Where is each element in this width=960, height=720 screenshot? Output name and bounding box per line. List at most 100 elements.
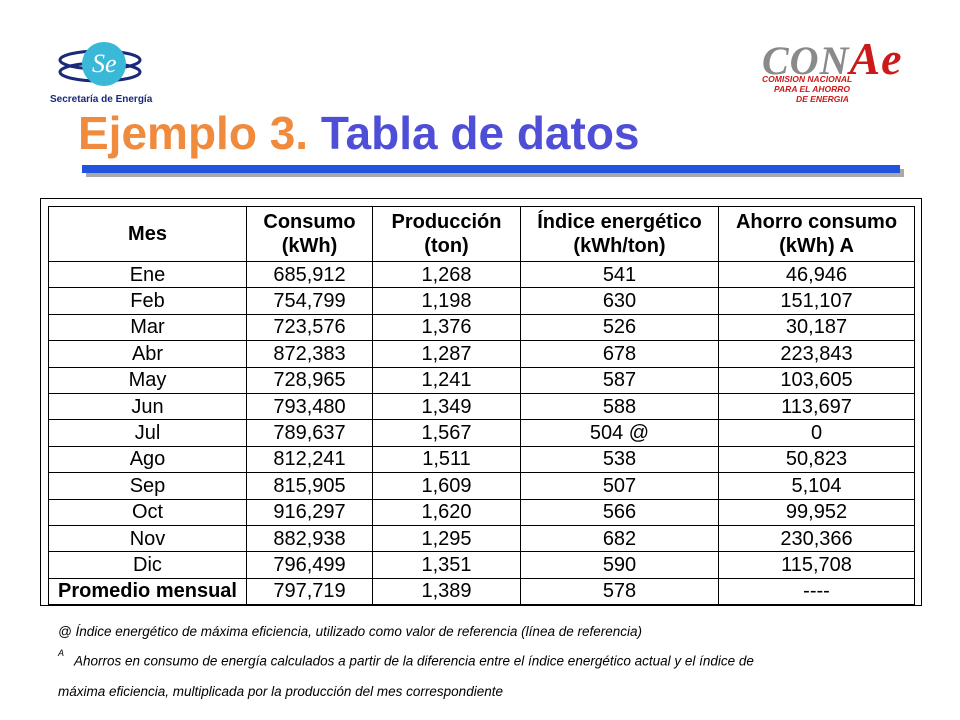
data-table: Mes Consumo (kWh) Producción (ton) Índice … — [48, 206, 915, 606]
cell-mes: Sep — [48, 472, 247, 500]
cell-ahorro: 99,952 — [718, 498, 915, 526]
cell-produccion: 1,268 — [372, 260, 521, 289]
table-row: Ago 812,241 1,511 538 50,823 — [48, 445, 915, 474]
cell-consumo: 882,938 — [246, 524, 373, 553]
svg-text:Se: Se — [92, 49, 117, 78]
table-row: Ene 685,912 1,268 541 46,946 — [48, 260, 915, 289]
cell-indice: 538 — [520, 445, 719, 474]
cell-consumo: 723,576 — [246, 313, 373, 342]
cell-consumo: 728,965 — [246, 366, 373, 394]
table-row: Abr 872,383 1,287 678 223,843 — [48, 340, 915, 368]
header-indice: Índice energético (kWh/ton) — [520, 206, 719, 262]
sener-logo-icon: Se — [58, 42, 142, 86]
cell-ahorro: 103,605 — [718, 366, 915, 394]
cell-consumo: 815,905 — [246, 472, 373, 500]
cell-mes: May — [48, 366, 247, 394]
cell-consumo: 812,241 — [246, 445, 373, 474]
conae-logo-icon: CONAe — [762, 32, 903, 85]
cell-mes: Jul — [48, 419, 247, 447]
table-summary-row: Promedio mensual 797,719 1,389 578 ---- — [48, 577, 915, 606]
cell-indice: 587 — [520, 366, 719, 394]
cell-indice: 682 — [520, 524, 719, 553]
cell-produccion: 1,351 — [372, 551, 521, 579]
cell-indice: 630 — [520, 287, 719, 315]
cell-ahorro: 115,708 — [718, 551, 915, 579]
cell-produccion: 1,511 — [372, 445, 521, 474]
conae-sub-line1: COMISION NACIONAL — [762, 74, 853, 84]
table-row: Nov 882,938 1,295 682 230,366 — [48, 524, 915, 553]
header-consumo: Consumo (kWh) — [246, 206, 373, 262]
cell-mes: Feb — [48, 287, 247, 315]
cell-indice: 526 — [520, 313, 719, 342]
header-ahorro: Ahorro consumo (kWh) A — [718, 206, 915, 262]
cell-ahorro: 46,946 — [718, 260, 915, 289]
cell-produccion: 1,295 — [372, 524, 521, 553]
table-header-row: Mes Consumo (kWh) Producción (ton) Índice … — [48, 206, 915, 262]
conae-logo-main: CON — [762, 38, 850, 83]
cell-indice: 590 — [520, 551, 719, 579]
title-rule-shadow — [86, 169, 904, 177]
cell-consumo: 793,480 — [246, 392, 373, 421]
cell-mes: Dic — [48, 551, 247, 579]
cell-indice: 504 @ — [520, 419, 719, 447]
cell-ahorro: 0 — [718, 419, 915, 447]
cell-indice: 588 — [520, 392, 719, 421]
footnote-savings-cont: máxima eficiencia, multiplicada por la p… — [58, 684, 503, 699]
table-row: Jun 793,480 1,349 588 113,697 — [48, 392, 915, 421]
cell-produccion: 1,376 — [372, 313, 521, 342]
cell-indice: 507 — [520, 472, 719, 500]
footnote-savings: AAhorros en consumo de energía calculado… — [58, 648, 754, 669]
slide-title: Ejemplo 3. Tabla de datos — [78, 106, 640, 160]
cell-produccion: 1,241 — [372, 366, 521, 394]
cell-consumo: 916,297 — [246, 498, 373, 526]
cell-indice: 678 — [520, 340, 719, 368]
table-row: Dic 796,499 1,351 590 115,708 — [48, 551, 915, 579]
footnote-marker: A — [58, 648, 65, 658]
cell-ahorro: 30,187 — [718, 313, 915, 342]
cell-mes: Nov — [48, 524, 247, 553]
summary-produccion: 1,389 — [372, 577, 521, 606]
cell-indice: 541 — [520, 260, 719, 289]
cell-consumo: 796,499 — [246, 551, 373, 579]
cell-produccion: 1,609 — [372, 472, 521, 500]
cell-mes: Ene — [48, 260, 247, 289]
cell-consumo: 872,383 — [246, 340, 373, 368]
cell-ahorro: 113,697 — [718, 392, 915, 421]
slide-title-part1: Ejemplo 3. — [78, 107, 309, 159]
cell-ahorro: 5,104 — [718, 472, 915, 500]
cell-mes: Abr — [48, 340, 247, 368]
table-row: Oct 916,297 1,620 566 99,952 — [48, 498, 915, 526]
table-row: May 728,965 1,241 587 103,605 — [48, 366, 915, 394]
cell-indice: 566 — [520, 498, 719, 526]
cell-mes: Mar — [48, 313, 247, 342]
cell-mes: Jun — [48, 392, 247, 421]
summary-consumo: 797,719 — [246, 577, 373, 606]
conae-sub-line2: PARA EL AHORRO — [774, 84, 851, 94]
table-body: Ene 685,912 1,268 541 46,946 Feb 754,799 1,198 6… — [48, 260, 915, 579]
header-produccion: Producción (ton) — [372, 206, 521, 262]
footnote-reference: @ Índice energético de máxima eficiencia… — [58, 624, 643, 639]
table-row: Mar 723,576 1,376 526 30,187 — [48, 313, 915, 342]
summary-indice: 578 — [520, 577, 719, 606]
cell-ahorro: 223,843 — [718, 340, 915, 368]
table-frame — [40, 198, 922, 606]
title-rule — [82, 165, 900, 173]
cell-produccion: 1,349 — [372, 392, 521, 421]
cell-consumo: 685,912 — [246, 260, 373, 289]
cell-produccion: 1,567 — [372, 419, 521, 447]
table-row: Sep 815,905 1,609 507 5,104 — [48, 472, 915, 500]
data-table-container: Mes Consumo (kWh) Producción (ton) Índice … — [48, 206, 915, 606]
cell-ahorro: 151,107 — [718, 287, 915, 315]
cell-ahorro: 50,823 — [718, 445, 915, 474]
cell-produccion: 1,620 — [372, 498, 521, 526]
cell-mes: Oct — [48, 498, 247, 526]
conae-sub-line3: DE ENERGIA — [796, 94, 849, 104]
summary-ahorro: ---- — [718, 577, 915, 606]
cell-consumo: 789,637 — [246, 419, 373, 447]
table-row: Feb 754,799 1,198 630 151,107 — [48, 287, 915, 315]
sener-logo-caption: Secretaría de Energía — [50, 94, 153, 105]
conae-logo-e: Ae — [849, 33, 903, 84]
table-row: Jul 789,637 1,567 504 @0 — [48, 419, 915, 447]
summary-label: Promedio mensual — [48, 577, 247, 606]
cell-mes: Ago — [48, 445, 247, 474]
